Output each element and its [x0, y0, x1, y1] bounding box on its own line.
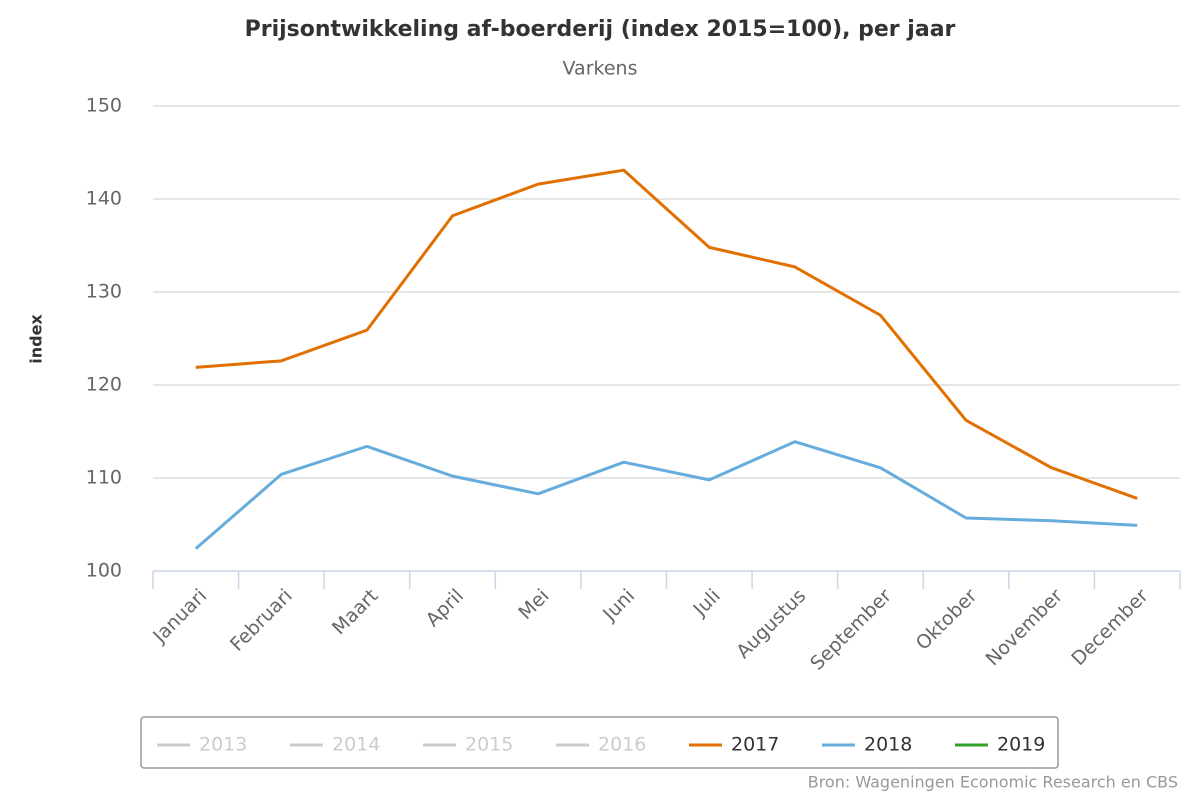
- legend-label[interactable]: 2018: [864, 734, 912, 756]
- x-tick-label: Oktober: [912, 585, 982, 655]
- x-tick-label: Maart: [328, 585, 382, 639]
- x-tick-label: September: [806, 585, 896, 675]
- chart-title: Prijsontwikkeling af-boerderij (index 20…: [245, 17, 956, 42]
- legend-label[interactable]: 2015: [465, 734, 513, 756]
- x-tick-label: April: [422, 585, 468, 631]
- y-tick-label: 100: [86, 560, 122, 582]
- y-axis-title: index: [27, 314, 46, 364]
- source: Bron: Wageningen Economic Research en CB…: [808, 773, 1178, 792]
- y-tick-label: 110: [86, 467, 122, 489]
- x-tick-label: Juni: [598, 585, 639, 626]
- x-tick-label: December: [1067, 585, 1152, 670]
- series-line: [194, 440, 1138, 550]
- y-tick-label: 130: [86, 281, 122, 303]
- series-line: [195, 168, 1138, 500]
- x-tick-label: November: [982, 585, 1068, 671]
- legend-label[interactable]: 2016: [598, 734, 646, 756]
- legend-label[interactable]: 2013: [199, 734, 247, 756]
- x-tick-label: Februari: [226, 585, 297, 656]
- y-tick-label: 120: [86, 374, 122, 396]
- legend-box: [140, 716, 1059, 769]
- x-tick-label: Mei: [514, 585, 553, 624]
- y-tick-label: 140: [86, 188, 122, 210]
- legend-label[interactable]: 2017: [731, 734, 779, 756]
- legend-label[interactable]: 2014: [332, 734, 380, 756]
- x-tick-label: Juli: [689, 585, 725, 621]
- legend-label[interactable]: 2019: [997, 734, 1045, 756]
- x-tick-label: Januari: [148, 585, 211, 648]
- chart-subtitle: Varkens: [563, 58, 638, 80]
- y-tick-label: 150: [86, 95, 122, 117]
- x-tick-label: Augustus: [732, 585, 810, 663]
